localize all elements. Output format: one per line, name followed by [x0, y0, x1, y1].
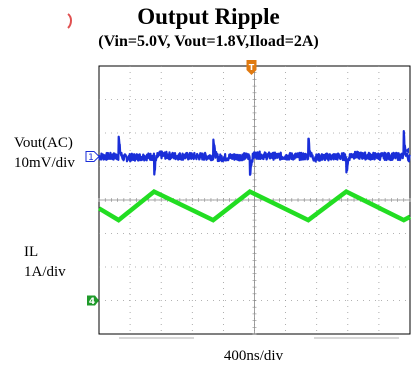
trigger-marker: [246, 60, 257, 75]
chart-subtitle: (Vin=5.0V, Vout=1.8V,Iload=2A): [98, 33, 319, 50]
ch1-ground-marker-label: 1: [88, 153, 94, 163]
il-trace: [97, 188, 412, 223]
ch1-right-indicator: [405, 147, 409, 154]
x-scale-label: 400ns/div: [223, 348, 284, 364]
vout-scale-label: 10mV/div: [14, 155, 75, 171]
corner-mark: [67, 13, 72, 29]
il-scale-label: 1A/div: [24, 264, 66, 280]
trigger-marker-label: T: [249, 63, 255, 72]
ch4-ground-marker-label: 4: [89, 297, 95, 307]
vout-trace: [98, 130, 411, 176]
chart-title: Output Ripple: [137, 4, 280, 29]
vout-label: Vout(AC): [14, 135, 73, 151]
ch1-ground-marker: [85, 150, 100, 162]
ch4-ground-marker: [87, 295, 99, 306]
il-label: IL: [24, 244, 39, 260]
